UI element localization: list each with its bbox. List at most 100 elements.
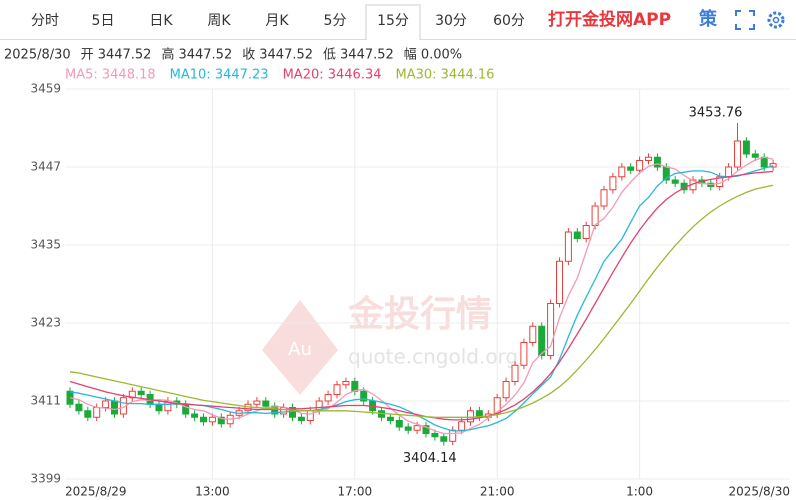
candle [653, 153, 661, 171]
candle-body [600, 189, 608, 207]
candle-body [253, 400, 261, 405]
info-label: 幅 [404, 48, 417, 63]
candle [200, 413, 207, 426]
candle [600, 185, 608, 210]
candle-body [431, 433, 439, 438]
y-tick-label: 3447 [30, 160, 61, 174]
tab[interactable]: 5日 [92, 13, 115, 29]
candle [582, 221, 590, 243]
tab[interactable]: 分时 [31, 13, 59, 29]
tab[interactable]: 周K [207, 13, 231, 29]
info-label: 收 [242, 48, 255, 63]
candle-body [413, 425, 421, 431]
legend-entry: MA20: 3446.34 [283, 68, 382, 83]
candle-body [742, 140, 750, 155]
legend-entry: MA30: 3444.16 [396, 68, 495, 83]
tab[interactable]: 5分 [324, 13, 347, 29]
info-label: 开 [81, 48, 94, 63]
candle-body [520, 342, 528, 366]
candle [84, 406, 92, 422]
strategy-button[interactable]: 策 [699, 8, 718, 30]
candle-body [511, 364, 519, 382]
watermark-title: 金投行情 [347, 293, 492, 335]
candle-body [502, 381, 510, 399]
candle [253, 397, 261, 409]
candle-body [297, 416, 305, 421]
info-value: 3447.52 [178, 48, 232, 63]
tab-label: 月K [265, 13, 289, 29]
x-tick-label: 21:00 [480, 485, 515, 499]
x-tick-label: 1:00 [626, 485, 653, 499]
candle-body [306, 410, 314, 421]
candle [297, 413, 305, 425]
candle-body [93, 407, 101, 418]
info-value: 3447.52 [259, 48, 313, 63]
tab[interactable]: 60分 [493, 13, 525, 29]
settings-button[interactable] [767, 11, 785, 29]
y-tick-label: 3411 [30, 394, 61, 408]
info-value: 3447.52 [340, 48, 394, 63]
candle-body [333, 384, 341, 395]
candle-body [529, 325, 537, 343]
tab-label: 15分 [377, 13, 409, 29]
candle-body [324, 394, 332, 402]
info-row: 2025/8/30 开 3447.52 高 3447.52 收 3447.52 低 3447.5… [4, 47, 462, 63]
candle [627, 163, 635, 175]
candle-body [618, 166, 626, 178]
plot-area: 3459 3447 3435 3423 3411 3399 2025/8/29 13:00 17… [30, 82, 790, 499]
tab-label: 60分 [493, 13, 525, 29]
candle-body [573, 231, 581, 239]
candle-body [440, 436, 448, 442]
candle [191, 410, 199, 422]
low-annotation: 3404.14 [403, 451, 457, 466]
tab-label: 分时 [31, 13, 59, 29]
candle-body [636, 160, 644, 171]
tab[interactable]: 日K [149, 13, 173, 29]
candle [547, 299, 555, 360]
ma-line [69, 156, 774, 435]
candle-body [217, 416, 225, 425]
info-label: 低 [323, 48, 336, 63]
candle-body [422, 425, 430, 435]
candle-body [671, 179, 679, 184]
candle-body [751, 153, 759, 158]
candle-body [191, 413, 199, 418]
tab-label: 30分 [435, 13, 467, 29]
x-tick-label: 13:00 [195, 485, 230, 499]
tab-selected-cover [366, 38, 420, 41]
candle-body [386, 416, 394, 421]
tab[interactable]: 30分 [435, 13, 467, 29]
candle [422, 421, 430, 438]
candle [734, 123, 741, 171]
candle-body [360, 390, 368, 402]
candle [208, 413, 216, 426]
candle-body [111, 400, 118, 415]
candle [324, 390, 332, 405]
info-date: 2025/8/30 [4, 48, 71, 63]
candle-body [289, 407, 296, 418]
candle [449, 426, 457, 446]
high-annotation: 3453.76 [689, 106, 743, 121]
fullscreen-button[interactable] [735, 10, 755, 30]
tab[interactable]: 15分 [365, 4, 421, 41]
watermark-url: quote.cngold.org [348, 345, 518, 369]
candle-body [547, 303, 555, 356]
candle [511, 361, 519, 386]
y-tick-label: 3399 [30, 472, 61, 486]
candle [386, 413, 394, 425]
watermark-badge: Au [288, 339, 312, 360]
candle-body [725, 166, 733, 178]
tab-label: 周K [207, 13, 231, 29]
legend-entry: MA5: 3448.18 [65, 68, 156, 83]
fullscreen-icon [735, 10, 755, 30]
gear-hub [772, 16, 780, 24]
y-tick-label: 3459 [30, 82, 61, 96]
candle-body [556, 260, 563, 304]
tab[interactable]: 月K [265, 13, 289, 29]
candle [502, 377, 510, 402]
app-link[interactable]: 打开金投网APP [548, 9, 671, 30]
candle [671, 176, 679, 188]
candle [280, 403, 288, 418]
candle-body [404, 426, 412, 431]
candle [769, 159, 777, 171]
